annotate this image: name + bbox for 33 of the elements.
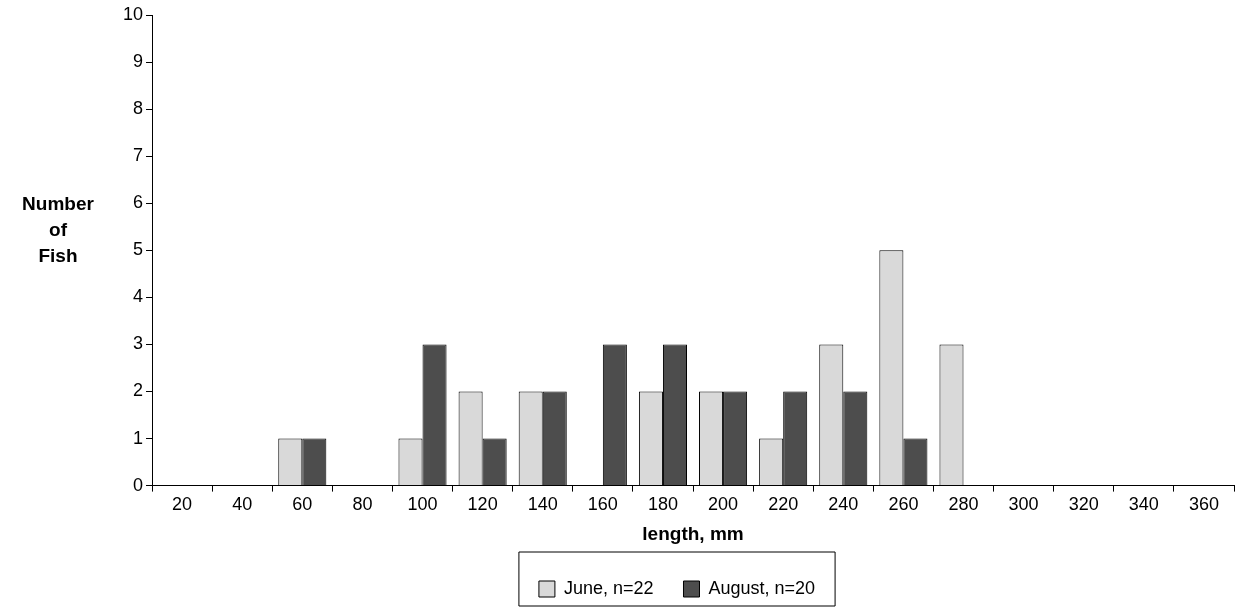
x-tick-label: 240 <box>828 494 859 515</box>
y-tick-label: 6 <box>133 192 144 213</box>
x-axis-title: length, mm <box>642 522 744 544</box>
x-tick-label: 320 <box>1068 494 1099 515</box>
x-tick-label: 300 <box>1008 494 1039 515</box>
y-tick-label: 1 <box>133 427 144 448</box>
x-tick-label: 120 <box>467 494 498 515</box>
legend-label: June, n=22 <box>563 577 654 598</box>
y-axis-title: Number of Fish <box>22 192 95 266</box>
y-tick-label: 2 <box>133 380 144 401</box>
legend-label: August, n=20 <box>708 577 816 598</box>
y-tick-label: 10 <box>122 3 144 24</box>
x-tick-label: 40 <box>232 494 253 515</box>
x-tick-label: 80 <box>352 494 373 515</box>
y-tick-label: 3 <box>133 333 144 354</box>
y-tick-label: 5 <box>133 239 144 260</box>
y-tick-label: 4 <box>133 286 144 307</box>
x-tick-label: 220 <box>768 494 799 515</box>
y-tick-label: 7 <box>133 145 144 166</box>
x-tick-label: 280 <box>948 494 979 515</box>
x-tick-label: 340 <box>1128 494 1159 515</box>
y-tick-label: 8 <box>133 98 144 119</box>
x-tick-label: 160 <box>587 494 618 515</box>
x-tick-label: 260 <box>888 494 919 515</box>
x-tick-label: 200 <box>708 494 739 515</box>
x-tick-label: 100 <box>407 494 438 515</box>
y-tick-label: 9 <box>133 51 144 72</box>
x-tick-label: 60 <box>292 494 313 515</box>
x-tick-label: 20 <box>172 494 193 515</box>
x-tick-label: 180 <box>647 494 678 515</box>
x-tick-label: 360 <box>1188 494 1219 515</box>
y-tick-label: 0 <box>133 474 144 495</box>
x-tick-label: 140 <box>527 494 558 515</box>
